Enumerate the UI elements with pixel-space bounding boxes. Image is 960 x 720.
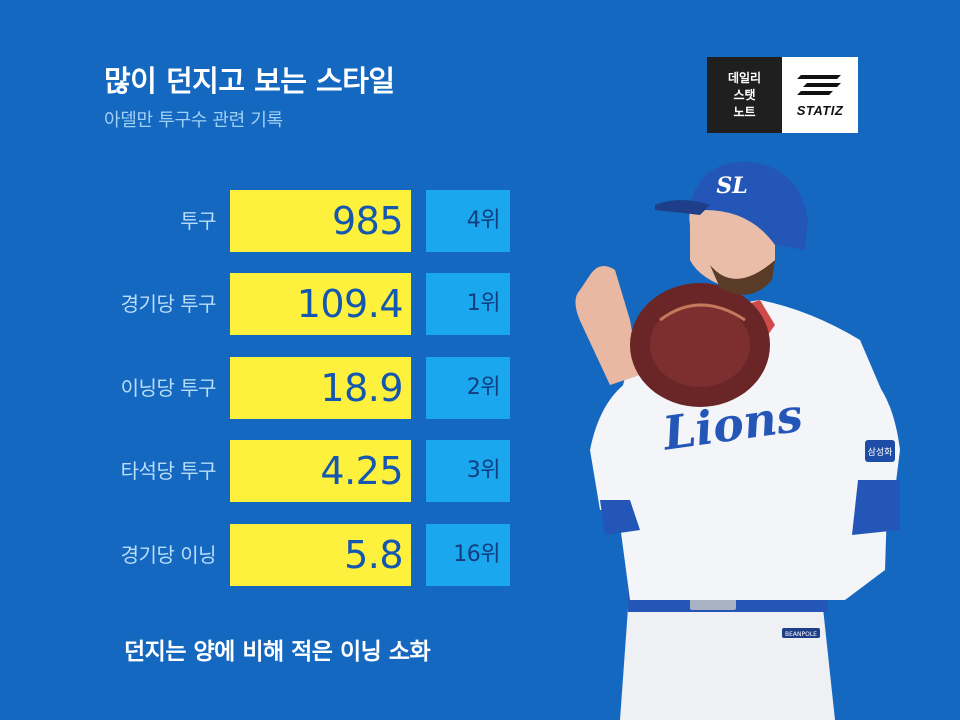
stat-row-pitches-per-inning: 이닝당 투구 18.9 2위	[0, 357, 520, 419]
stat-label: 투구	[180, 209, 216, 233]
speed-lines-icon	[797, 74, 841, 95]
logo-line-1: 데일리	[727, 70, 762, 85]
cap-logo: SL	[716, 173, 747, 199]
sleeve-patch-text: 삼성화	[868, 447, 893, 458]
stat-rank: 16위	[426, 524, 510, 586]
stat-label: 경기당 투구	[120, 292, 217, 316]
stat-value: 4.25	[230, 440, 411, 502]
pitcher-photo: BEANPOLE 삼성화 Lions SL	[575, 161, 900, 720]
belt-tag-text: BEANPOLE	[785, 631, 817, 638]
footer-caption: 던지는 양에 비해 적은 이닝 소화	[124, 639, 431, 665]
brand-name: STATIZ	[796, 102, 844, 118]
stat-rank: 1위	[426, 273, 510, 335]
stat-label: 이닝당 투구	[120, 376, 217, 400]
page-title: 많이 던지고 보는 스타일	[104, 64, 395, 98]
stat-row-pitches-per-batter: 타석당 투구 4.25 3위	[0, 440, 520, 502]
stat-value: 5.8	[230, 524, 411, 586]
stat-row-pitches: 투구 985 4위	[0, 190, 520, 252]
stat-value: 985	[230, 190, 411, 252]
stat-label: 타석당 투구	[120, 459, 217, 483]
stat-row-pitches-per-game: 경기당 투구 109.4 1위	[0, 273, 520, 335]
daily-stat-note-badge: 데일리 스탯 노트	[707, 57, 782, 133]
stat-rank: 4위	[426, 190, 510, 252]
stat-rank: 3위	[426, 440, 510, 502]
stat-value: 18.9	[230, 357, 411, 419]
stat-row-innings-per-game: 경기당 이닝 5.8 16위	[0, 524, 520, 586]
statiz-logo: 데일리 스탯 노트 STATIZ	[707, 57, 858, 133]
statiz-brand: STATIZ	[782, 57, 858, 133]
stat-label: 경기당 이닝	[120, 543, 217, 567]
logo-line-2: 스탯	[733, 87, 756, 102]
logo-line-3: 노트	[733, 104, 756, 119]
page-subtitle: 아델만 투구수 관련 기록	[104, 110, 283, 131]
stat-value: 109.4	[230, 273, 411, 335]
stat-rank: 2위	[426, 357, 510, 419]
